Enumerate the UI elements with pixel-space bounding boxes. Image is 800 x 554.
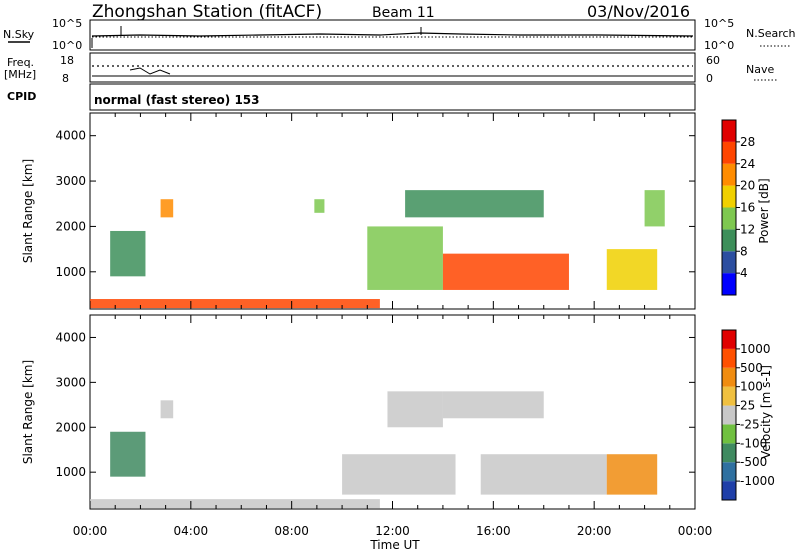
colorbar-tick-label: -1000 — [740, 474, 775, 488]
cpid-label: CPID — [7, 90, 36, 103]
date-label: 03/Nov/2016 — [587, 2, 690, 21]
heatmap-region — [480, 454, 607, 495]
colorbar-tick-label: -500 — [740, 455, 767, 469]
colorbar-swatch — [722, 207, 736, 230]
noise-sky-label: N.Sky — [3, 28, 35, 41]
colorbar-tick-label: 24 — [740, 157, 755, 171]
noise-left-tick-top: 10^5 — [52, 17, 82, 30]
velocity-panel: 1000 2000 3000 4000 Slant Range [km] — [21, 314, 696, 510]
power-ylabel: Slant Range [km] — [21, 159, 35, 263]
velocity-colorbar-title: Velocity [m s-1] — [759, 365, 773, 459]
colorbar-tick-label: 28 — [740, 135, 755, 149]
freq-left-tick-bottom: 8 — [62, 72, 69, 85]
colorbar-tick-label: 12 — [740, 222, 755, 236]
freq-panel: Freq. [MHz] 18 8 60 0 Nave — [4, 52, 778, 85]
heatmap-region — [405, 190, 544, 218]
freq-right-tick-top: 60 — [706, 54, 720, 67]
colorbar-swatch — [722, 229, 736, 252]
noise-right-tick-top: 10^5 — [704, 17, 734, 30]
freq-label-line1: Freq. — [7, 56, 34, 69]
y-tick-label: 2000 — [55, 420, 86, 434]
heatmap-region — [160, 400, 174, 419]
colorbar-tick-label: 100 — [740, 380, 763, 394]
colorbar-swatch — [722, 481, 736, 500]
colorbar-swatch — [722, 163, 736, 186]
colorbar-swatch — [722, 405, 736, 425]
power-colorbar: 4 8 12 16 20 24 28 — [721, 119, 755, 296]
y-tick-label: 3000 — [55, 375, 86, 389]
heatmap-region — [110, 230, 146, 277]
y-tick-label: 2000 — [55, 219, 86, 233]
cpid-panel — [89, 83, 696, 111]
colorbar-swatch — [722, 185, 736, 208]
x-axis-title: Time UT — [369, 538, 420, 552]
colorbar-swatch — [722, 273, 736, 295]
colorbar-swatch — [722, 386, 736, 406]
heatmap-region — [442, 253, 569, 290]
y-tick-label: 4000 — [55, 129, 86, 143]
heatmap-region — [90, 299, 380, 309]
heatmap-region — [606, 454, 658, 495]
freq-left-tick-top: 18 — [60, 54, 74, 67]
colorbar-swatch — [722, 348, 736, 368]
colorbar-tick-label: 500 — [740, 361, 763, 375]
station-title: Zhongshan Station (fitACF) — [92, 2, 322, 22]
colorbar-tick-label: 8 — [740, 244, 748, 258]
freq-label-line2: [MHz] — [4, 68, 36, 81]
heatmap-region — [110, 431, 146, 477]
colorbar-swatch — [722, 367, 736, 387]
colorbar-tick-label: 16 — [740, 201, 755, 215]
heatmap-region — [644, 190, 665, 227]
x-axis: 00:00 04:00 08:00 12:00 16:00 20:00 00:00 — [73, 524, 713, 538]
noise-search-label: N.Search — [746, 27, 796, 40]
y-tick-label: 1000 — [55, 265, 86, 279]
x-tick-label: 12:00 — [375, 524, 410, 538]
colorbar-swatch — [722, 462, 736, 482]
velocity-colorbar: 1000 500 100 25 -25 -100 -500 -1000 — [721, 329, 775, 501]
cpid-value: normal (fast stereo) 153 — [94, 93, 260, 107]
colorbar-swatch — [722, 120, 736, 142]
power-colorbar-title: Power [dB] — [757, 178, 771, 243]
colorbar-swatch — [722, 141, 736, 164]
colorbar-swatch — [722, 330, 736, 349]
noise-right-tick-bottom: 10^0 — [704, 39, 734, 52]
colorbar-swatch — [722, 443, 736, 463]
heatmap-region — [442, 391, 544, 419]
y-tick-label: 3000 — [55, 174, 86, 188]
y-tick-label: 1000 — [55, 465, 86, 479]
nave-label: Nave — [746, 63, 774, 76]
x-tick-label: 00:00 — [73, 524, 108, 538]
heatmap-region — [90, 499, 380, 509]
noise-left-tick-bottom: 10^0 — [52, 39, 82, 52]
beam-label: Beam 11 — [372, 5, 435, 21]
velocity-heatmap — [90, 391, 658, 509]
colorbar-tick-label: 4 — [740, 266, 748, 280]
heatmap-region — [342, 454, 456, 495]
heatmap-region — [160, 199, 174, 218]
x-tick-label: 16:00 — [476, 524, 511, 538]
colorbar-swatch — [722, 424, 736, 444]
heatmap-region — [606, 249, 658, 290]
heatmap-region — [387, 391, 443, 428]
velocity-ylabel: Slant Range [km] — [21, 360, 35, 464]
y-tick-label: 4000 — [55, 330, 86, 344]
x-tick-label: 00:00 — [678, 524, 713, 538]
colorbar-tick-label: -100 — [740, 436, 767, 450]
power-heatmap — [90, 190, 665, 309]
heatmap-region — [314, 199, 325, 213]
noise-panel: N.Sky 10^5 10^0 10^5 10^0 N.Search — [3, 17, 796, 52]
colorbar-tick-label: 1000 — [740, 342, 771, 356]
colorbar-swatch — [722, 251, 736, 274]
x-tick-label: 04:00 — [174, 524, 209, 538]
heatmap-region — [367, 226, 443, 290]
freq-right-tick-bottom: 0 — [706, 72, 713, 85]
x-tick-label: 08:00 — [274, 524, 309, 538]
power-panel: 1000 2000 3000 4000 Slant Range [km] — [21, 112, 696, 310]
colorbar-tick-label: 20 — [740, 179, 755, 193]
colorbar-tick-label: -25 — [740, 417, 760, 431]
colorbar-tick-label: 25 — [740, 399, 755, 413]
x-tick-label: 20:00 — [577, 524, 612, 538]
